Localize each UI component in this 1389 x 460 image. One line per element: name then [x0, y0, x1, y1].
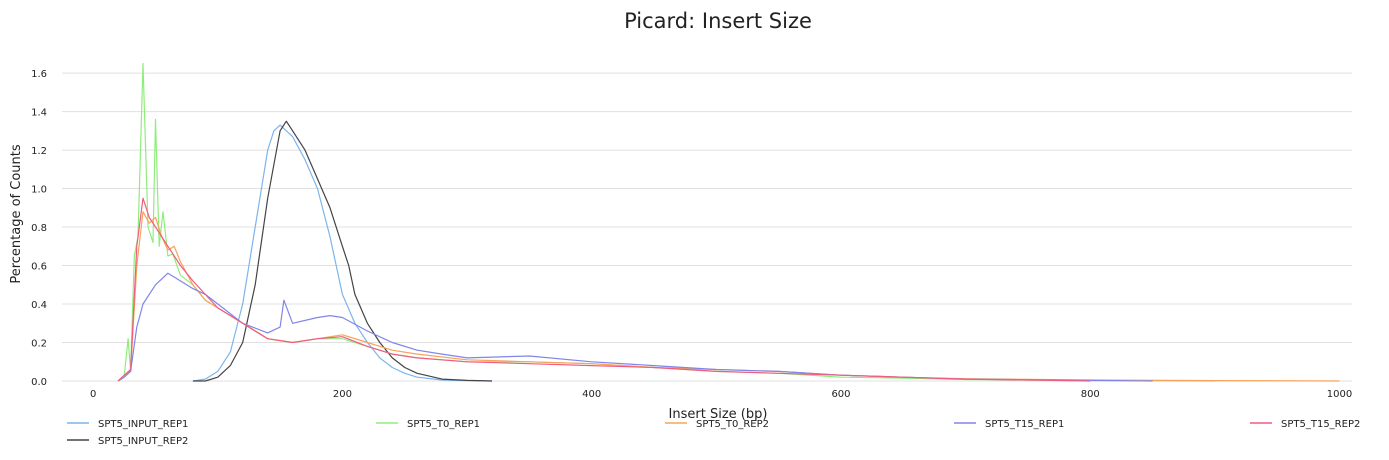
y-tick-label: 1.6 — [31, 69, 47, 80]
y-tick-label: 0.6 — [31, 262, 47, 273]
series-line-spt5-t15-rep1 — [117, 272, 1153, 382]
series-line-spt5-t0-rep2 — [117, 211, 1340, 382]
y-axis-ticks: 0.0 0.2 0.4 0.6 0.8 1.0 1.2 1.4 1.6 — [31, 69, 47, 388]
legend-label: SPT5_INPUT_REP1 — [98, 419, 188, 430]
x-tick-label: 600 — [831, 389, 850, 400]
legend-item-spt5-t0-rep2[interactable]: SPT5_T0_REP2 — [665, 419, 769, 430]
legend-label: SPT5_T0_REP1 — [407, 419, 480, 430]
x-tick-label: 800 — [1081, 389, 1100, 400]
x-axis-ticks: 0 200 400 600 800 1000 — [90, 389, 1352, 400]
x-tick-label: 1000 — [1327, 389, 1352, 400]
legend-item-spt5-input-rep2[interactable]: SPT5_INPUT_REP2 — [67, 436, 188, 447]
x-tick-label: 0 — [90, 389, 96, 400]
legend-label: SPT5_T0_REP2 — [696, 419, 769, 430]
y-tick-label: 1.4 — [31, 108, 47, 119]
x-tick-label: 400 — [582, 389, 601, 400]
legend-label: SPT5_T15_REP2 — [1281, 419, 1360, 430]
y-tick-label: 0.4 — [31, 300, 47, 311]
x-axis-label: Insert Size (bp) — [669, 407, 768, 422]
y-tick-label: 1.0 — [31, 185, 47, 196]
y-axis-label: Percentage of Counts — [9, 144, 24, 284]
legend-item-spt5-t15-rep1[interactable]: SPT5_T15_REP1 — [954, 419, 1064, 430]
y-tick-label: 0.8 — [31, 223, 47, 234]
y-tick-label: 0.2 — [31, 339, 47, 350]
legend-item-spt5-t15-rep2[interactable]: SPT5_T15_REP2 — [1250, 419, 1360, 430]
series-line-spt5-input-rep2 — [192, 120, 493, 382]
y-tick-label: 1.2 — [31, 146, 47, 157]
series-line-spt5-input-rep1 — [192, 124, 493, 382]
legend-label: SPT5_T15_REP1 — [985, 419, 1064, 430]
legend-label: SPT5_INPUT_REP2 — [98, 436, 188, 447]
legend: SPT5_INPUT_REP1 SPT5_INPUT_REP2 SPT5_T0_RE… — [67, 419, 1360, 447]
chart-title: Picard: Insert Size — [624, 9, 812, 33]
x-tick-label: 200 — [333, 389, 352, 400]
legend-item-spt5-t0-rep1[interactable]: SPT5_T0_REP1 — [376, 419, 480, 430]
series-lines — [117, 62, 1340, 382]
legend-item-spt5-input-rep1[interactable]: SPT5_INPUT_REP1 — [67, 419, 188, 430]
y-tick-label: 0.0 — [31, 377, 47, 388]
series-line-spt5-t15-rep2 — [117, 197, 1091, 382]
